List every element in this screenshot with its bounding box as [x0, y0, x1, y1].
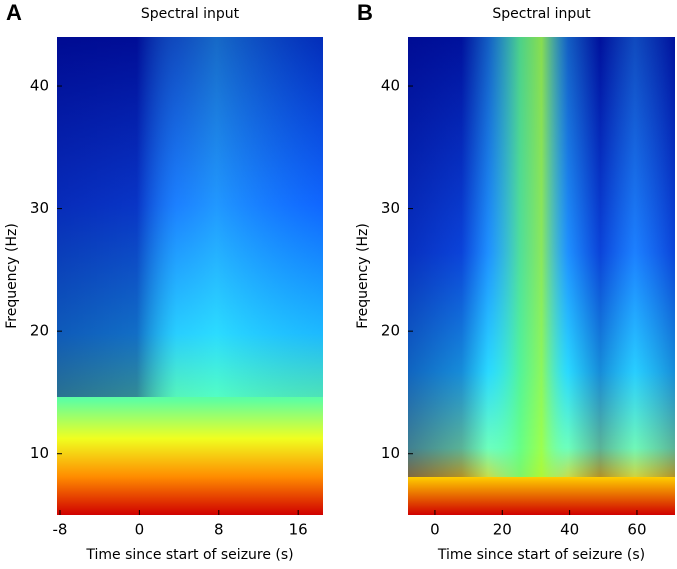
- y-tick-label: 20: [30, 322, 49, 340]
- x-tick-label: 60: [627, 521, 646, 539]
- heatmaps: [57, 37, 675, 515]
- y-tick-label: 30: [30, 199, 49, 217]
- x-tick-label: 8: [214, 521, 224, 539]
- chart-title: Spectral input: [141, 6, 240, 22]
- x-tick-label: 16: [289, 521, 308, 539]
- x-tick-label: 0: [135, 521, 145, 539]
- panel-label: B: [357, 0, 373, 25]
- x-tick-label: -8: [52, 521, 67, 539]
- x-axis-label: Time since start of seizure (s): [85, 547, 293, 563]
- heatmap-shading: [408, 37, 675, 477]
- x-tick-label: 40: [560, 521, 579, 539]
- y-tick-label: 30: [381, 199, 400, 217]
- x-tick-label: 0: [430, 521, 440, 539]
- y-tick-label: 10: [381, 444, 400, 462]
- x-tick-label: 20: [493, 521, 512, 539]
- x-axis-label: Time since start of seizure (s): [437, 547, 645, 563]
- y-tick-label: 10: [30, 444, 49, 462]
- y-axis-label: Frequency (Hz): [355, 223, 371, 329]
- y-axis-label: Frequency (Hz): [4, 223, 20, 329]
- chart-title: Spectral input: [492, 6, 591, 22]
- y-tick-label: 40: [381, 77, 400, 95]
- y-tick-label: 40: [30, 77, 49, 95]
- y-tick-label: 20: [381, 322, 400, 340]
- panel-label: A: [6, 0, 22, 25]
- heatmap-shading: [57, 37, 323, 397]
